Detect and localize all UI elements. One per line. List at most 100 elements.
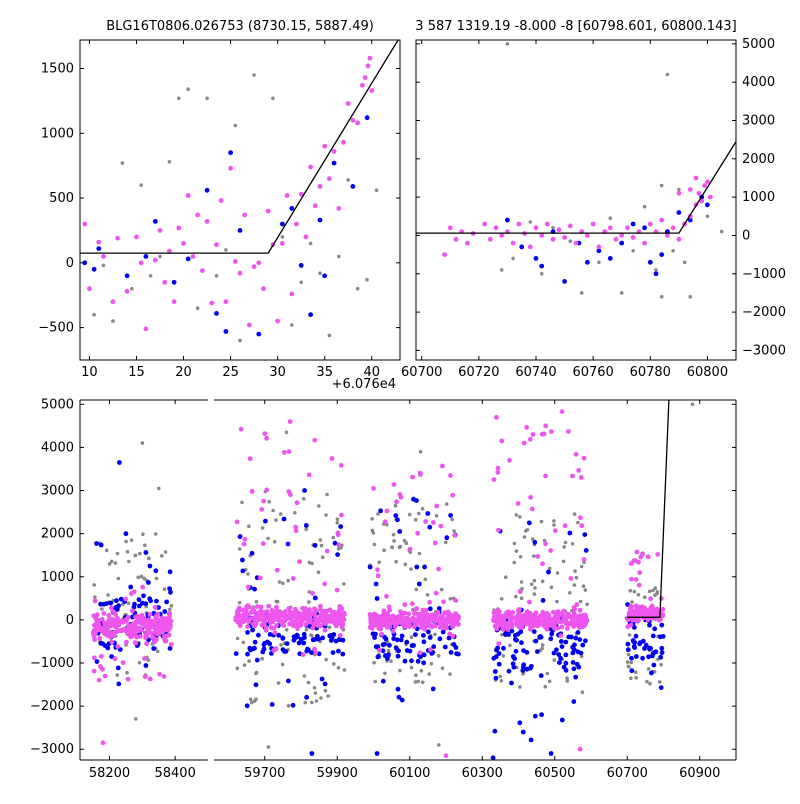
panel3-point-blue: [491, 655, 497, 661]
panel3-point-blue: [320, 635, 326, 641]
panel3-point-gray: [237, 547, 242, 551]
panel2-point-gray: [642, 204, 647, 209]
panel3-point-blue: [398, 637, 404, 643]
panel3-point-blue: [245, 630, 251, 635]
panel1-point-blue: [364, 115, 370, 121]
panel3-point-blue: [391, 636, 397, 642]
panel3-point-pink: [638, 554, 644, 560]
panel2-point-pink: [702, 183, 707, 189]
panel3-point-pink: [245, 624, 251, 629]
panel1-point-pink: [204, 219, 210, 224]
panel3-point-pink: [255, 604, 260, 609]
panel1-point-blue: [350, 184, 356, 189]
panel3-point-blue: [397, 529, 403, 534]
panel3-point-pink: [140, 621, 146, 627]
panel1-point-gray: [111, 319, 115, 323]
panel1-point-blue: [124, 273, 130, 279]
panel3-point-pink: [149, 618, 155, 624]
panel3-point-pink: [144, 632, 150, 638]
panel1-point-pink: [341, 139, 346, 145]
panel2-point-pink: [693, 175, 699, 181]
panel1-point-pink: [275, 318, 280, 324]
panel1-point-blue: [204, 187, 210, 193]
panel3-point-pink: [634, 549, 640, 555]
panel3-point-blue: [577, 637, 583, 642]
panel3-point-gray: [235, 666, 240, 671]
panel3-point-gray: [277, 580, 282, 584]
panel3-xtick-label: 58200: [89, 766, 130, 781]
panel3-point-blue: [625, 647, 631, 653]
panel2-point-gray: [688, 295, 693, 299]
panel3-point-pink: [286, 489, 292, 494]
panel2-point-pink: [482, 221, 487, 227]
panel3-point-gray: [342, 582, 346, 586]
panel3-point-pink: [264, 487, 270, 493]
panel3-point-pink: [138, 615, 143, 621]
panel3-xtick-label: 60300: [462, 766, 503, 781]
panel3-point-pink: [335, 530, 341, 536]
panel3-point-blue: [509, 680, 514, 686]
panel3-point-gray: [579, 564, 584, 569]
panel3-point-pink: [337, 604, 343, 609]
panel3-point-blue: [413, 632, 418, 637]
panel3-point-gray: [452, 529, 456, 533]
panel3-point-blue: [143, 550, 149, 555]
panel3-point-pink: [628, 622, 634, 628]
panel3-point-pink: [548, 548, 554, 553]
panel3-point-gray: [136, 575, 140, 580]
panel3-point-pink: [262, 616, 268, 622]
panel1-point-gray: [290, 323, 294, 327]
panel3-point-gray: [370, 528, 375, 533]
panel3-point-blue: [490, 755, 496, 760]
panel2-point-blue: [533, 256, 539, 261]
panel3-point-blue: [282, 649, 287, 654]
panel3-point-pink: [450, 633, 456, 639]
panel3-point-gray: [629, 660, 633, 665]
panel3-point-gray: [373, 679, 378, 684]
panel3-point-gray: [409, 665, 414, 670]
panel3-point-blue: [528, 664, 534, 669]
panel1-point-gray: [177, 96, 181, 101]
panel3-point-pink: [394, 499, 399, 505]
panel3-point-gray: [127, 559, 131, 564]
panel3-point-gray: [532, 578, 537, 583]
panel2-point-pink: [539, 233, 545, 238]
panel1-point-pink: [223, 299, 229, 305]
panel3-point-pink: [381, 608, 387, 614]
panel3-point-pink: [261, 498, 266, 504]
panel3-point-pink: [318, 603, 323, 609]
panel3-point-gray: [552, 523, 556, 527]
panel3-point-gray: [552, 519, 556, 523]
panel3-point-pink: [152, 639, 157, 645]
panel3-point-gray: [440, 666, 445, 670]
panel3-point-pink: [152, 605, 158, 610]
panel3-point-pink: [499, 438, 505, 444]
panel3-point-pink: [549, 429, 554, 434]
panel3-point-pink: [282, 609, 288, 614]
panel2-point-gray: [705, 214, 710, 219]
panel1-point-blue: [322, 273, 328, 279]
panel3-point-pink: [413, 606, 419, 612]
panel3-point-blue: [256, 632, 261, 638]
panel3-point-gray: [100, 607, 104, 611]
panel3-point-blue: [253, 682, 259, 688]
panel3-point-pink: [559, 624, 565, 630]
panel2-xtick-label: 60780: [630, 365, 671, 380]
panel2-point-blue: [607, 256, 613, 261]
panel2-point-pink: [676, 190, 682, 196]
panel3-point-blue: [634, 654, 639, 659]
panel1-point-gray: [327, 333, 332, 338]
panel3-point-blue: [263, 518, 268, 524]
panel2-point-gray: [579, 291, 584, 295]
panel3-ytick-label: 4000: [41, 440, 74, 455]
panel2-point-gray: [659, 183, 664, 188]
panel3-ytick-label: 3000: [41, 484, 74, 499]
panel3-point-pink: [375, 573, 381, 579]
panel3-model-line: [627, 400, 670, 618]
panel3-point-blue: [128, 584, 134, 590]
panel3-point-gray: [450, 517, 455, 522]
panel3-point-blue: [305, 647, 311, 653]
panel3-point-pink: [496, 614, 502, 620]
panel3-point-pink: [321, 618, 327, 624]
panel3-point-pink: [577, 746, 583, 752]
